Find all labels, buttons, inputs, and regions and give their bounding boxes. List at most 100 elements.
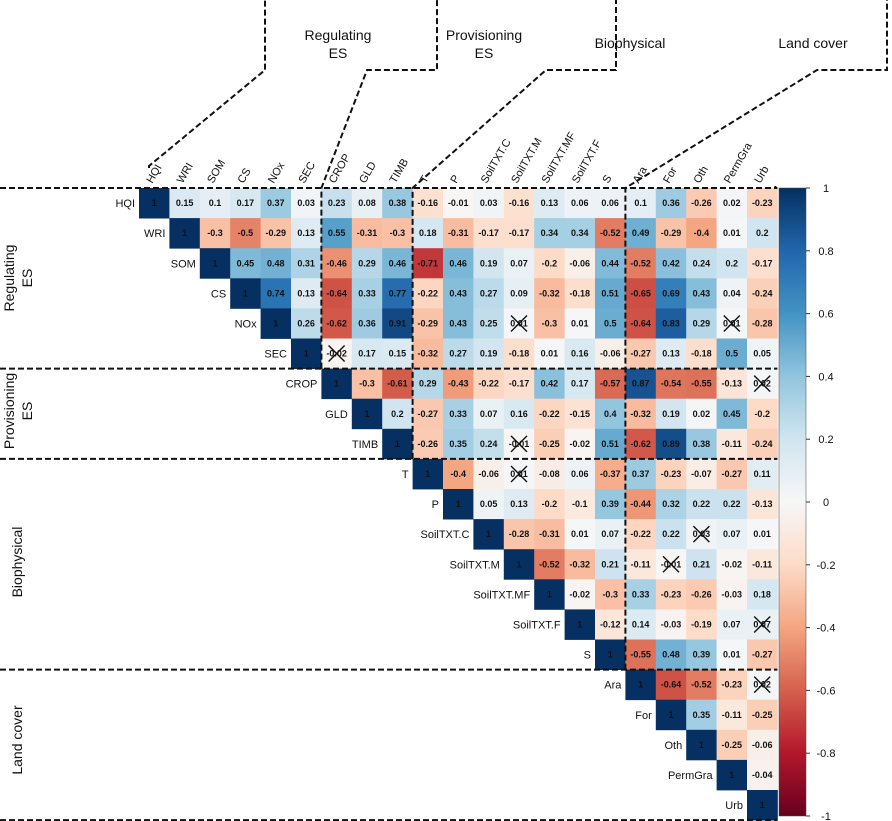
column-label-SoilTXT.C: SoilTXT.C — [479, 137, 514, 185]
cell-CROP-Oth — [686, 368, 717, 400]
cell-value-WRI-Ara: 0.49 — [632, 228, 650, 238]
cell-value-Oth-Oth: 1 — [699, 740, 704, 750]
cell-CS-T — [412, 278, 444, 309]
cell-GLD-PermGra — [716, 398, 748, 430]
cell-WRI-T — [412, 218, 444, 249]
cell-value-P-PermGra: 0.22 — [723, 499, 741, 509]
cell-Urb-Urb — [747, 790, 778, 821]
group-label-provisioning-top-1: Provisioning — [446, 27, 522, 43]
cell-value-TIMB-Ara: -0.62 — [630, 439, 651, 449]
cell-value-SoilTXT.C-Ara: -0.22 — [630, 529, 651, 539]
cell-value-GLD-Urb: -0.2 — [754, 409, 770, 419]
column-label-SoilTXT.F: SoilTXT.F — [570, 138, 604, 186]
cell-value-SOM-SoilTXT.F: -0.06 — [570, 258, 591, 268]
cell-value-SoilTXT.MF-Urb: 0.18 — [753, 589, 771, 599]
cell-PermGra-PermGra — [716, 759, 748, 791]
cell-value-TIMB-T: -0.26 — [418, 439, 439, 449]
cell-value-WRI-Oth: -0.4 — [694, 228, 710, 238]
cell-Ara-PermGra — [716, 669, 748, 701]
cell-Oth-PermGra — [716, 729, 748, 761]
cell-value-For-For: 1 — [668, 710, 673, 720]
cell-value-TIMB-For: 0.89 — [662, 439, 680, 449]
cell-value-For-PermGra: -0.11 — [722, 710, 742, 720]
colorbar-ticks: 1 0.8 0.6 0.4 0.2 0 -0.2 -0.4 -0.6 -0.8 -1 — [806, 183, 835, 821]
insignificant-cross-SoilTXT.C-Oth — [692, 525, 710, 543]
cell-value-HQI-TIMB: 0.38 — [389, 198, 407, 208]
cell-value-S-S: 1 — [608, 650, 613, 660]
row-label-CS: CS — [211, 288, 226, 300]
cell-value-SEC-PermGra: 0.5 — [726, 349, 739, 359]
cell-HQI-T — [412, 188, 444, 219]
cell-value-WRI-For: -0.29 — [661, 228, 682, 238]
cell-HQI-SOM — [199, 188, 231, 219]
row-label-CROP: CROP — [286, 379, 318, 391]
cell-CS-TIMB — [382, 278, 413, 309]
group-label-regulating-side-1: Regulating — [1, 245, 17, 312]
cell-value-S-PermGra: 0.01 — [723, 650, 741, 660]
insignificant-cross-T-SoilTXT.M — [510, 465, 528, 483]
cell-P-SoilTXT.F — [564, 489, 596, 520]
cell-value-SEC-SEC: 1 — [304, 349, 309, 359]
cell-value-NOx-CROP: -0.62 — [326, 318, 347, 328]
cell-TIMB-TIMB — [382, 428, 413, 460]
cell-value-SoilTXT.M-Oth: 0.21 — [693, 559, 711, 569]
cell-value-T-Ara: 0.37 — [632, 469, 650, 479]
cell-value-T-T: 1 — [425, 469, 430, 479]
cell-value-T-SoilTXT.F: 0.06 — [571, 469, 589, 479]
cell-WRI-SoilTXT.MF — [534, 218, 565, 249]
cell-SoilTXT.M-PermGra — [716, 549, 748, 580]
cell-value-NOx-T: -0.29 — [418, 318, 439, 328]
cell-value-WRI-SoilTXT.C: -0.17 — [478, 228, 499, 238]
column-labels: HQI WRI SOM CS NOx SEC CROP GLD TIMB T P SoilTXT.C S… — [144, 130, 771, 185]
cell-WRI-For — [655, 218, 687, 249]
insignificant-cross-CROP-Urb — [753, 375, 771, 393]
cell-value-SoilTXT.C-SoilTXT.MF: -0.31 — [539, 529, 560, 539]
cell-value-SOM-SOM: 1 — [212, 258, 217, 268]
cell-S-S — [595, 639, 626, 670]
cell-NOx-S — [595, 308, 626, 339]
group-label-biophysical-side: Biophysical — [9, 527, 25, 598]
cell-value-WRI-CS: -0.5 — [238, 228, 254, 238]
cell-NOx-For — [655, 308, 687, 339]
colorbar-tick-label-7: -0.4 — [817, 623, 836, 635]
colorbar-tick-label-5: 0 — [823, 497, 829, 509]
cell-value-WRI-NOx: -0.29 — [266, 228, 287, 238]
insignificant-cross-NOx-PermGra — [723, 314, 741, 332]
cell-value-SOM-PermGra: 0.2 — [726, 258, 739, 268]
column-label-P: P — [448, 173, 462, 185]
cell-T-S — [595, 458, 626, 490]
colorbar-tick-label-6: -0.2 — [817, 560, 836, 572]
cell-value-CROP-GLD: -0.3 — [359, 379, 375, 389]
cell-value-NOx-Ara: -0.64 — [630, 318, 651, 328]
cell-TIMB-Urb — [747, 428, 778, 460]
cell-CS-Oth — [686, 278, 717, 309]
cell-For-Oth — [686, 699, 717, 731]
cell-value-CS-T: -0.22 — [418, 288, 439, 298]
group-label-landcover-top: Land cover — [778, 35, 848, 51]
cell-CROP-SoilTXT.M — [503, 368, 535, 400]
cell-value-SOM-For: 0.42 — [662, 258, 680, 268]
cell-value-HQI-S: 0.06 — [601, 198, 619, 208]
group-label-provisioning-side-1: Provisioning — [1, 373, 17, 449]
cell-TIMB-PermGra — [716, 428, 748, 460]
cell-value-HQI-GLD: 0.08 — [358, 198, 376, 208]
separator-v-0 — [148, 0, 266, 168]
cell-value-GLD-GLD: 1 — [364, 409, 369, 419]
cell-value-TIMB-Oth: 0.38 — [693, 439, 711, 449]
cell-NOx-P — [443, 308, 474, 339]
cell-CS-Urb — [747, 278, 778, 309]
cell-value-SoilTXT.F-For: -0.03 — [661, 619, 682, 629]
cell-value-CROP-PermGra: -0.13 — [722, 379, 743, 389]
column-label-Urb: Urb — [752, 164, 771, 185]
cell-value-CS-TIMB: 0.77 — [389, 288, 407, 298]
cell-value-P-Ara: -0.44 — [630, 499, 651, 509]
column-label-TIMB: TIMB — [388, 157, 412, 186]
cell-value-S-For: 0.48 — [662, 650, 680, 660]
cell-value-For-Urb: -0.25 — [752, 710, 773, 720]
cell-SOM-T — [412, 248, 444, 279]
cell-value-NOx-GLD: 0.36 — [358, 318, 376, 328]
colorbar-tick-label-3: 0.4 — [818, 371, 833, 383]
cell-GLD-GLD — [351, 398, 383, 430]
cell-WRI-NOx — [260, 218, 292, 249]
cell-value-SoilTXT.M-S: 0.21 — [601, 559, 619, 569]
